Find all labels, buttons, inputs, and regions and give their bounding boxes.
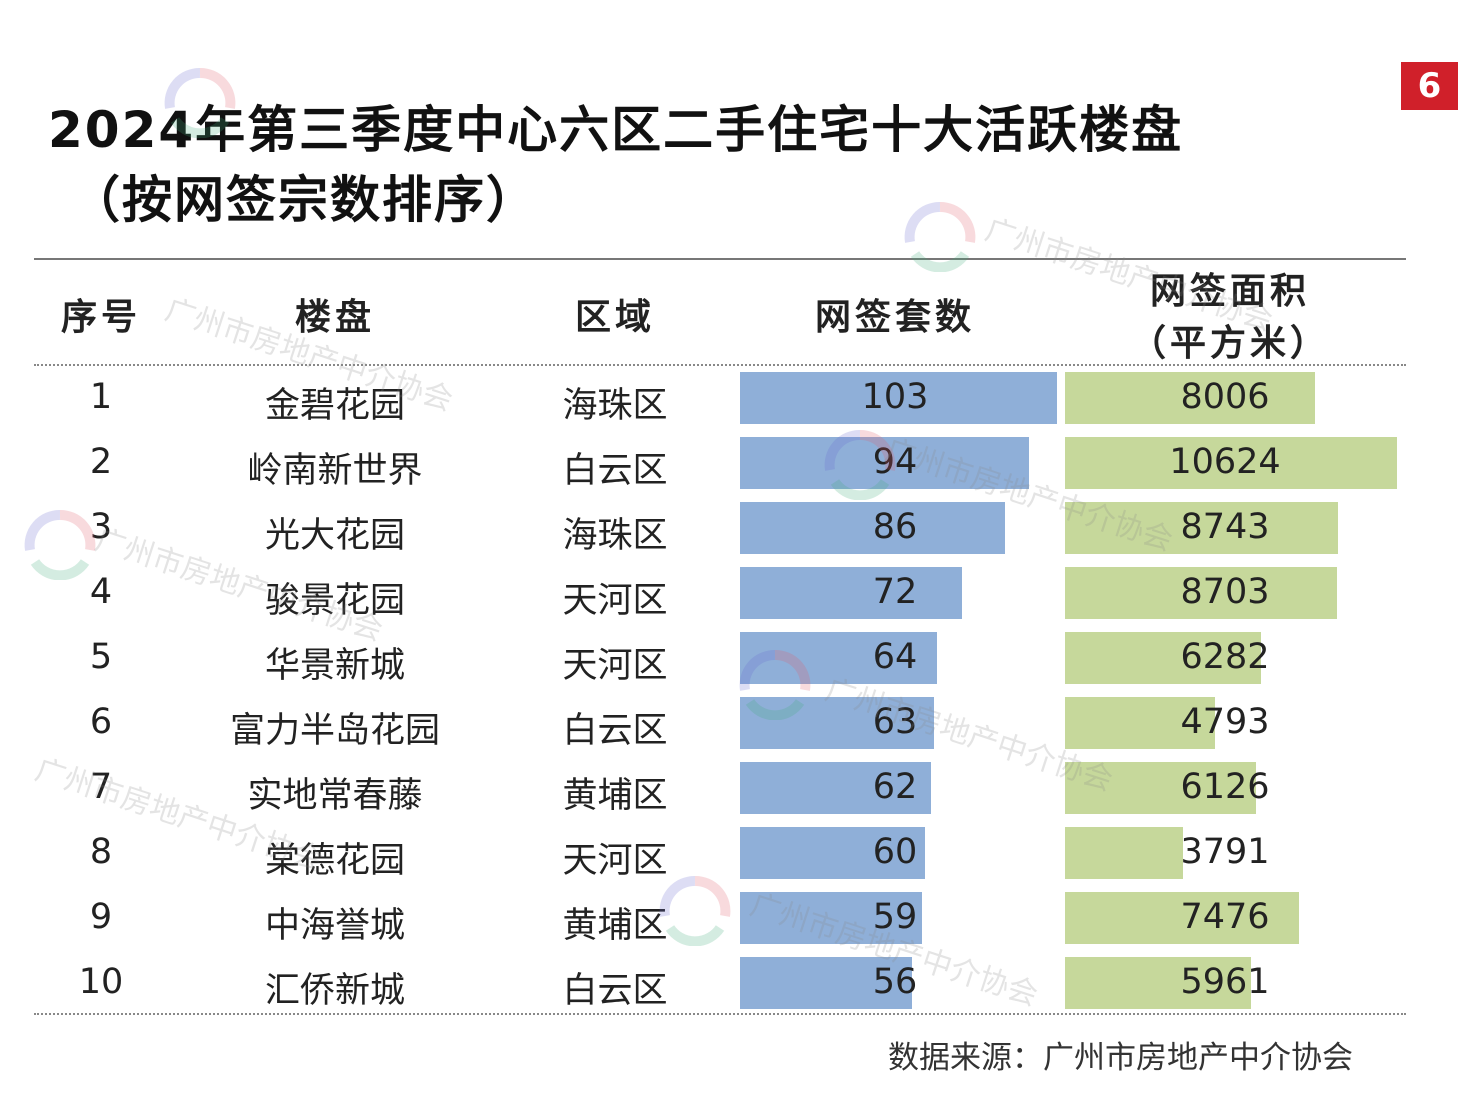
bar-area-label: 5961 [1180,962,1270,1002]
row-project-name: 富力半岛花园 [229,711,440,751]
bar-area [1065,957,1251,1009]
bar-area-label: 8703 [1180,572,1270,612]
bar-count [740,632,937,684]
row-seq: 3 [89,507,113,547]
row-seq: 1 [89,377,113,417]
column-header-area-line2: （平方米） [1129,323,1330,364]
row-district: 黄埔区 [562,906,668,946]
bar-count-label: 63 [872,702,918,742]
table-header-rule [34,364,1406,366]
bar-count-label: 59 [872,897,918,937]
bar-count-label: 94 [872,442,918,482]
row-seq: 5 [89,637,113,677]
row-seq: 2 [89,442,113,482]
bar-area [1065,827,1183,879]
row-district: 黄埔区 [562,776,668,816]
bar-area [1065,697,1215,749]
bar-count [740,892,922,944]
row-district: 白云区 [562,971,668,1011]
bar-count-label: 60 [872,832,918,872]
row-district: 海珠区 [562,386,668,426]
column-header-district: 区域 [574,297,655,338]
row-project-name: 汇侨新城 [264,971,405,1011]
bar-area-label: 3791 [1180,832,1270,872]
row-project-name: 骏景花园 [264,581,405,621]
bar-area-label: 10624 [1169,442,1281,482]
row-project-name: 光大花园 [264,516,405,556]
bar-count-label: 64 [872,637,918,677]
data-source-note: 数据来源：广州市房地产中介协会 [888,1040,1353,1076]
row-seq: 8 [89,832,113,872]
row-district: 天河区 [562,841,668,881]
bar-area [1065,892,1299,944]
bar-area [1065,567,1337,619]
bar-count-label: 103 [861,377,929,417]
bar-count-label: 86 [872,507,918,547]
row-district: 天河区 [562,581,668,621]
column-header-project: 楼盘 [294,297,375,338]
bar-area [1065,762,1256,814]
row-district: 海珠区 [562,516,668,556]
bar-count-label: 62 [872,767,918,807]
row-project-name: 实地常春藤 [247,776,423,816]
row-district: 白云区 [562,711,668,751]
bar-area-label: 7476 [1180,897,1270,937]
bar-count [740,957,912,1009]
table-top-rule [34,258,1406,260]
page-subtitle: （按网签宗数排序） [70,171,538,229]
bar-area-label: 6282 [1180,637,1270,677]
bar-count [740,567,962,619]
bar-count [740,762,931,814]
bar-count [740,827,925,879]
column-header-seq: 序号 [60,297,141,338]
bar-count [740,502,1005,554]
row-seq: 7 [89,767,113,807]
row-project-name: 棠德花园 [264,841,405,881]
row-district: 白云区 [562,451,668,491]
bar-count-label: 56 [872,962,918,1002]
bar-area [1065,632,1261,684]
bar-area-label: 4793 [1180,702,1270,742]
row-seq: 9 [89,897,113,937]
row-seq: 4 [89,572,113,612]
bar-area [1065,372,1315,424]
row-project-name: 金碧花园 [264,386,405,426]
page-title: 2024年第三季度中心六区二手住宅十大活跃楼盘 [48,101,1184,159]
bar-area-label: 8006 [1180,377,1270,417]
row-project-name: 华景新城 [264,646,405,686]
page-number-badge: 6 [1401,62,1458,110]
row-project-name: 中海誉城 [264,906,405,946]
bar-area [1065,502,1338,554]
bar-count [740,437,1029,489]
row-district: 天河区 [562,646,668,686]
bar-area-label: 6126 [1180,767,1270,807]
table-bottom-rule [34,1013,1406,1015]
row-project-name: 岭南新世界 [247,451,423,491]
row-seq: 10 [78,962,124,1002]
column-header-area: 网签面积 （平方米） [1110,266,1350,370]
row-seq: 6 [89,702,113,742]
bar-count [740,697,934,749]
column-header-count: 网签套数 [814,297,975,338]
bar-count-label: 72 [872,572,918,612]
bar-area-label: 8743 [1180,507,1270,547]
bar-area [1065,437,1397,489]
bar-count [740,372,1057,424]
column-header-area-line1: 网签面积 [1149,271,1310,312]
